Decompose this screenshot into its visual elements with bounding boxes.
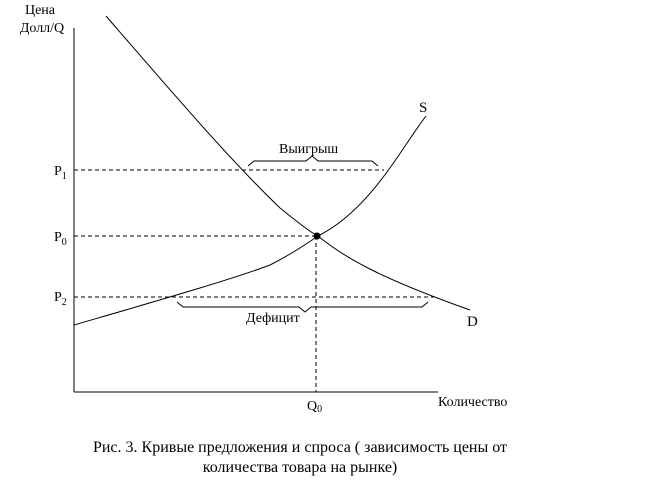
p1-label-sub: 1 <box>62 171 67 182</box>
q0-label-sub: 0 <box>317 404 322 415</box>
caption-line-1: Рис. 3. Кривые предложения и спроса ( за… <box>92 439 508 456</box>
q0-label-main: Q <box>307 399 317 414</box>
p0-label-main: P <box>54 230 62 245</box>
surplus-brace <box>247 155 379 167</box>
supply-curve <box>73 115 427 326</box>
q0-label: Q0 <box>307 399 322 415</box>
deficit-label: Дефицит <box>246 311 300 326</box>
surplus-label: Выигрыш <box>279 142 338 157</box>
demand-curve-label: D <box>467 314 478 330</box>
supply-curve-label: S <box>419 100 427 116</box>
x-axis-title: Количество <box>438 395 507 410</box>
p1-label-main: P <box>54 164 62 179</box>
p2-label-main: P <box>54 290 62 305</box>
p0-label-sub: 0 <box>62 237 67 248</box>
y-axis-title-line1: Цена <box>25 3 56 18</box>
demand-curve <box>105 15 471 311</box>
caption-line-2: количества товара на рынке) <box>202 459 398 476</box>
p0-label: P0 <box>54 230 67 248</box>
p1-label: P1 <box>54 164 67 182</box>
equilibrium-point <box>313 232 321 240</box>
p2-label: P2 <box>54 290 67 308</box>
figure-caption: Рис. 3. Кривые предложения и спроса ( за… <box>0 438 600 478</box>
y-axis-title-line2: Долл/Q <box>20 21 64 36</box>
p2-label-sub: 2 <box>62 297 67 308</box>
deficit-brace <box>176 301 429 313</box>
